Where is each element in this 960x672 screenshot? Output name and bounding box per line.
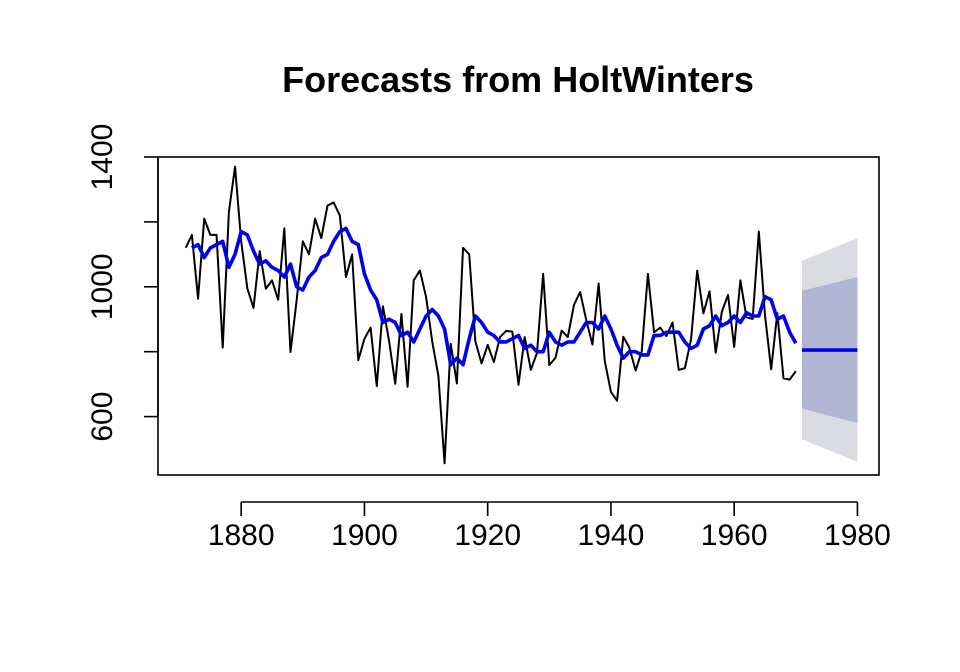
x-tick-label: 1920	[454, 519, 521, 552]
observed-series	[184, 165, 797, 465]
y-tick-label: 1000	[86, 253, 119, 320]
x-axis: 1880 1900 1920 1940 1960 1980	[208, 501, 891, 552]
x-tick-label: 1900	[331, 519, 398, 552]
x-tick-label: 1940	[578, 519, 645, 552]
y-axis: 600 1000 1400	[86, 124, 159, 442]
fitted-series	[191, 226, 798, 367]
y-tick-label: 600	[86, 392, 119, 442]
x-tick-label: 1960	[701, 519, 768, 552]
data-lines	[184, 165, 858, 465]
y-tick-label: 1400	[86, 124, 119, 191]
x-tick-label: 1880	[208, 519, 275, 552]
plot-frame	[157, 156, 880, 476]
chart-title: Forecasts from HoltWinters	[282, 59, 754, 100]
x-tick-label: 1980	[824, 519, 891, 552]
